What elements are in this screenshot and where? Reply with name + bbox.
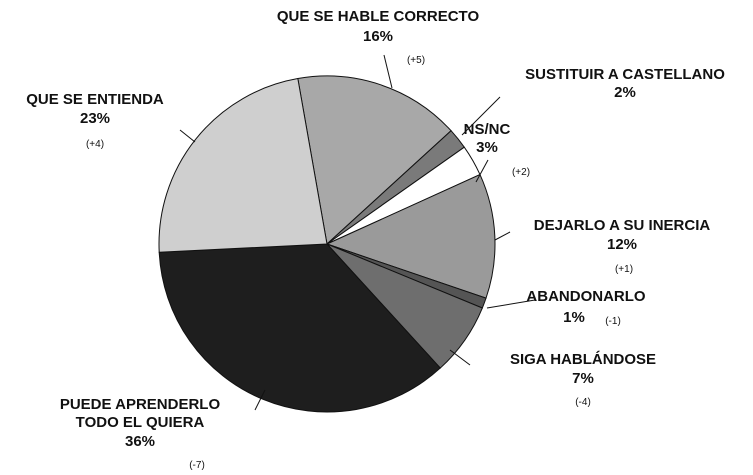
leader-line (449, 349, 471, 366)
slice-label: QUE SE HABLE CORRECTO (276, 8, 480, 25)
slice-change: (+1) (614, 264, 634, 275)
leader-line (486, 299, 536, 309)
pie-slice (158, 243, 441, 413)
slice-label: NS/NC (463, 121, 511, 138)
slice-percent: 16% (362, 28, 394, 45)
leader-line (383, 54, 393, 89)
slice-percent: 3% (476, 139, 498, 156)
slice-label: SUSTITUIR A CASTELLANO (525, 66, 725, 83)
slice-change: (-1) (605, 316, 621, 327)
slice-change: (+2) (511, 167, 531, 178)
pie-slice (325, 173, 496, 299)
leader-line (475, 159, 489, 183)
leader-line (254, 389, 266, 411)
leader-line (179, 129, 196, 143)
leader-line (494, 231, 511, 241)
pie-slice (158, 77, 328, 253)
slice-percent: 36% (124, 433, 156, 450)
slice-percent: 7% (572, 370, 594, 387)
pie-slice (297, 75, 452, 245)
slice-percent: 12% (606, 236, 638, 253)
slice-change: (+4) (85, 139, 105, 150)
slice-change: (-7) (189, 460, 205, 471)
leader-line (461, 96, 501, 136)
slice-percent: 23% (79, 110, 111, 127)
slice-change: (+5) (406, 55, 426, 66)
slice-label: QUE SE ENTIENDA (26, 91, 164, 108)
slice-percent: 1% (563, 309, 585, 326)
slice-label: DEJARLO A SU INERCIA (533, 217, 711, 234)
slice-label: ABANDONARLO (526, 288, 646, 305)
slice-label: SIGA HABLÁNDOSE (509, 351, 657, 368)
slice-percent: 2% (614, 84, 636, 101)
slice-change: (-4) (575, 397, 591, 408)
slice-label: PUEDE APRENDERLO TODO EL QUIERA (59, 396, 221, 431)
